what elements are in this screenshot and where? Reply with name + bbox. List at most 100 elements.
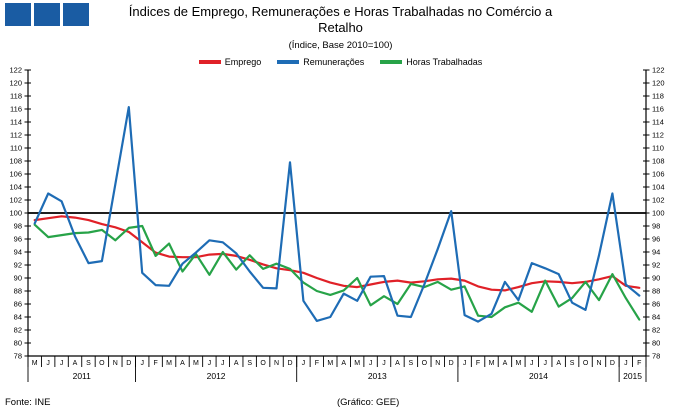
month-label: J (382, 360, 386, 367)
title-block: Índices de Emprego, Remunerações e Horas… (121, 4, 561, 51)
month-label: M (166, 360, 172, 367)
month-label: A (503, 360, 508, 367)
y-tick-label: 122 (9, 66, 22, 75)
month-label: A (234, 360, 239, 367)
month-label: F (153, 360, 157, 367)
y-tick-label: 84 (652, 313, 660, 322)
month-label: D (126, 360, 131, 367)
month-label: M (32, 360, 38, 367)
y-tick-label: 100 (9, 209, 22, 218)
y-tick-label: 82 (652, 326, 660, 335)
y-tick-label: 108 (652, 157, 665, 166)
month-label: O (583, 360, 589, 367)
legend-item: Remunerações (277, 57, 364, 67)
y-tick-label: 116 (652, 105, 664, 114)
chart-subtitle: (Índice, Base 2010=100) (288, 39, 393, 51)
y-tick-label: 120 (652, 79, 665, 88)
y-tick-label: 122 (652, 66, 665, 75)
y-tick-label: 78 (652, 352, 660, 361)
y-axis-left-labels: 78 80 82 84 86 88 90 92 94 96 98 100 102 104 106 108 110… (9, 66, 31, 361)
month-label: A (341, 360, 346, 367)
legend-label: Remunerações (303, 57, 365, 67)
y-tick-label: 86 (14, 300, 22, 309)
y-tick-label: 118 (10, 92, 22, 101)
y-tick-label: 98 (14, 222, 22, 231)
month-label: A (556, 360, 561, 367)
month-label: O (422, 360, 428, 367)
legend-marker (198, 60, 221, 64)
month-label: M (515, 360, 521, 367)
year-label: 2014 (529, 371, 548, 381)
y-tick-label: 96 (14, 235, 22, 244)
y-tick-label: 94 (14, 248, 22, 257)
year-label: 2012 (207, 371, 226, 381)
month-label: F (476, 360, 480, 367)
y-tick-label: 82 (14, 326, 22, 335)
month-label: A (395, 360, 400, 367)
month-label: N (596, 360, 601, 367)
y-tick-label: 84 (14, 313, 22, 322)
month-label: N (113, 360, 118, 367)
chart-title: Índices de Emprego, Remunerações e Horas… (128, 4, 553, 36)
series-line-remunera-es (33, 105, 641, 323)
y-tick-label: 104 (9, 183, 22, 192)
month-label: S (409, 360, 414, 367)
series-line-horas-trabalhadas (33, 223, 641, 321)
month-label: N (274, 360, 279, 367)
series-line-emprego (33, 215, 641, 292)
month-label: D (287, 360, 292, 367)
y-tick-label: 90 (652, 274, 660, 283)
footer-credit: (Gráfico: GEE) (337, 397, 400, 408)
y-tick-label: 106 (9, 170, 22, 179)
y-tick-label: 104 (652, 183, 665, 192)
legend-marker (380, 60, 403, 64)
y-tick-label: 92 (14, 261, 22, 270)
month-label: J (46, 360, 50, 367)
month-label: M (489, 360, 495, 367)
y-tick-label: 94 (652, 248, 660, 257)
month-label: D (449, 360, 454, 367)
y-axis-right-labels: 78 80 82 84 86 88 90 92 94 96 98 100 102 104 106 108 110… (643, 66, 665, 361)
y-tick-label: 112 (652, 131, 664, 140)
month-label: F (637, 360, 641, 367)
logo-square (63, 3, 89, 26)
y-tick-label: 80 (652, 339, 660, 348)
y-tick-label: 92 (652, 261, 660, 270)
y-tick-label: 110 (10, 144, 22, 153)
month-label: N (435, 360, 440, 367)
y-tick-label: 102 (652, 196, 665, 205)
year-label: 2015 (623, 371, 642, 381)
year-label: 2013 (368, 371, 387, 381)
month-label: S (570, 360, 575, 367)
legend-label: Horas Trabalhadas (406, 57, 483, 67)
month-label: A (73, 360, 78, 367)
legend-item: Emprego (198, 57, 261, 67)
y-tick-label: 90 (14, 274, 22, 283)
month-label: O (260, 360, 266, 367)
logo (5, 3, 89, 26)
year-label: 2011 (73, 371, 92, 381)
footer-source: Fonte: INE (5, 397, 51, 408)
month-label: J (369, 360, 373, 367)
y-tick-label: 88 (652, 287, 660, 296)
chart-legend: Emprego Remunerações Horas Trabalhadas (0, 57, 681, 67)
y-tick-label: 114 (10, 118, 22, 127)
month-label: M (193, 360, 199, 367)
month-label: A (180, 360, 185, 367)
y-tick-label: 88 (14, 287, 22, 296)
month-label: O (99, 360, 105, 367)
month-label: J (208, 360, 212, 367)
month-label: S (86, 360, 91, 367)
y-tick-label: 110 (652, 144, 664, 153)
y-tick-label: 106 (652, 170, 665, 179)
y-tick-label: 118 (652, 92, 664, 101)
month-label: F (315, 360, 319, 367)
month-label: J (624, 360, 628, 367)
month-label: J (221, 360, 225, 367)
month-label: J (463, 360, 467, 367)
y-tick-label: 78 (14, 352, 22, 361)
y-tick-label: 96 (652, 235, 660, 244)
month-label: S (247, 360, 252, 367)
